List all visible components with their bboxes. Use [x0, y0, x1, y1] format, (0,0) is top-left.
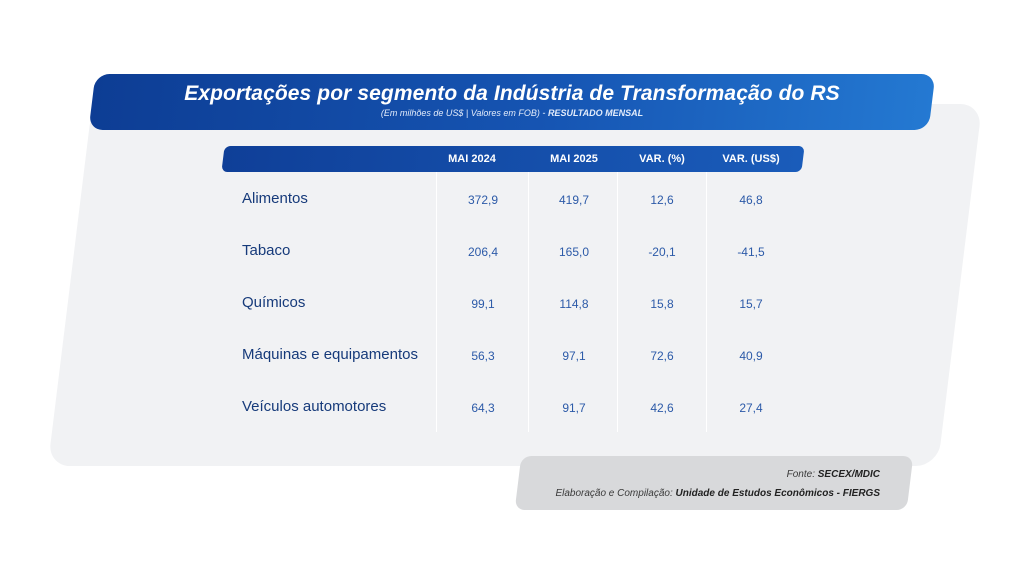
table-cell: 99,1 [471, 297, 495, 311]
source-prefix: Fonte: [786, 469, 818, 480]
table-cell: -20,1 [648, 245, 676, 259]
table-cell: 72,6 [650, 349, 674, 363]
column-divider [706, 172, 707, 432]
compilation-line: Elaboração e Compilação: Unidade de Estu… [555, 488, 880, 499]
table-cell: 91,7 [562, 401, 586, 415]
column-header-var-usd: VAR. (US$) [722, 153, 780, 165]
table-cell: 97,1 [562, 349, 586, 363]
subtitle-prefix: (Em milhões de US$ | Valores em FOB) - [380, 108, 548, 118]
column-divider [436, 172, 437, 432]
table-cell: 56,3 [471, 349, 495, 363]
column-header-mai-2024: MAI 2024 [448, 153, 496, 165]
column-header-var-percent: VAR. (%) [639, 153, 685, 165]
page-title: Exportações por segmento da Indústria de… [184, 82, 840, 105]
source-name: SECEX/MDIC [817, 469, 880, 480]
compilation-prefix: Elaboração e Compilação: [555, 488, 676, 499]
row-label-veiculos: Veículos automotores [242, 398, 387, 415]
table-cell: 165,0 [558, 245, 590, 259]
table-cell: 206,4 [467, 245, 499, 259]
table-cell: 46,8 [739, 193, 763, 207]
row-label-quimicos: Químicos [242, 294, 306, 311]
compilation-name: Unidade de Estudos Econômicos - FIERGS [675, 488, 880, 499]
row-label-maquinas: Máquinas e equipamentos [242, 346, 418, 363]
row-label-tabaco: Tabaco [242, 242, 291, 259]
subtitle-bold: RESULTADO MENSAL [547, 108, 644, 118]
table-cell: 372,9 [467, 193, 499, 207]
table-cell: 40,9 [739, 349, 763, 363]
page-subtitle: (Em milhões de US$ | Valores em FOB) - R… [92, 108, 932, 118]
table-cell: 114,8 [559, 297, 589, 311]
row-label-alimentos: Alimentos [242, 190, 308, 207]
column-divider [528, 172, 529, 432]
table-cell: -41,5 [737, 245, 765, 259]
table-cell: 64,3 [471, 401, 495, 415]
table-cell: 15,8 [650, 297, 674, 311]
column-divider [617, 172, 618, 432]
source-line: Fonte: SECEX/MDIC [787, 469, 880, 480]
title-area: Exportações por segmento da Indústria de… [92, 74, 932, 130]
column-header-mai-2025: MAI 2025 [550, 153, 598, 165]
source-text: Fonte: SECEX/MDIC Elaboração e Compilaçã… [518, 456, 880, 510]
table-cell: 42,6 [650, 401, 674, 415]
table-cell: 419,7 [558, 193, 590, 207]
table-cell: 12,6 [650, 193, 674, 207]
table-cell: 15,7 [739, 297, 763, 311]
table-cell: 27,4 [739, 401, 763, 415]
